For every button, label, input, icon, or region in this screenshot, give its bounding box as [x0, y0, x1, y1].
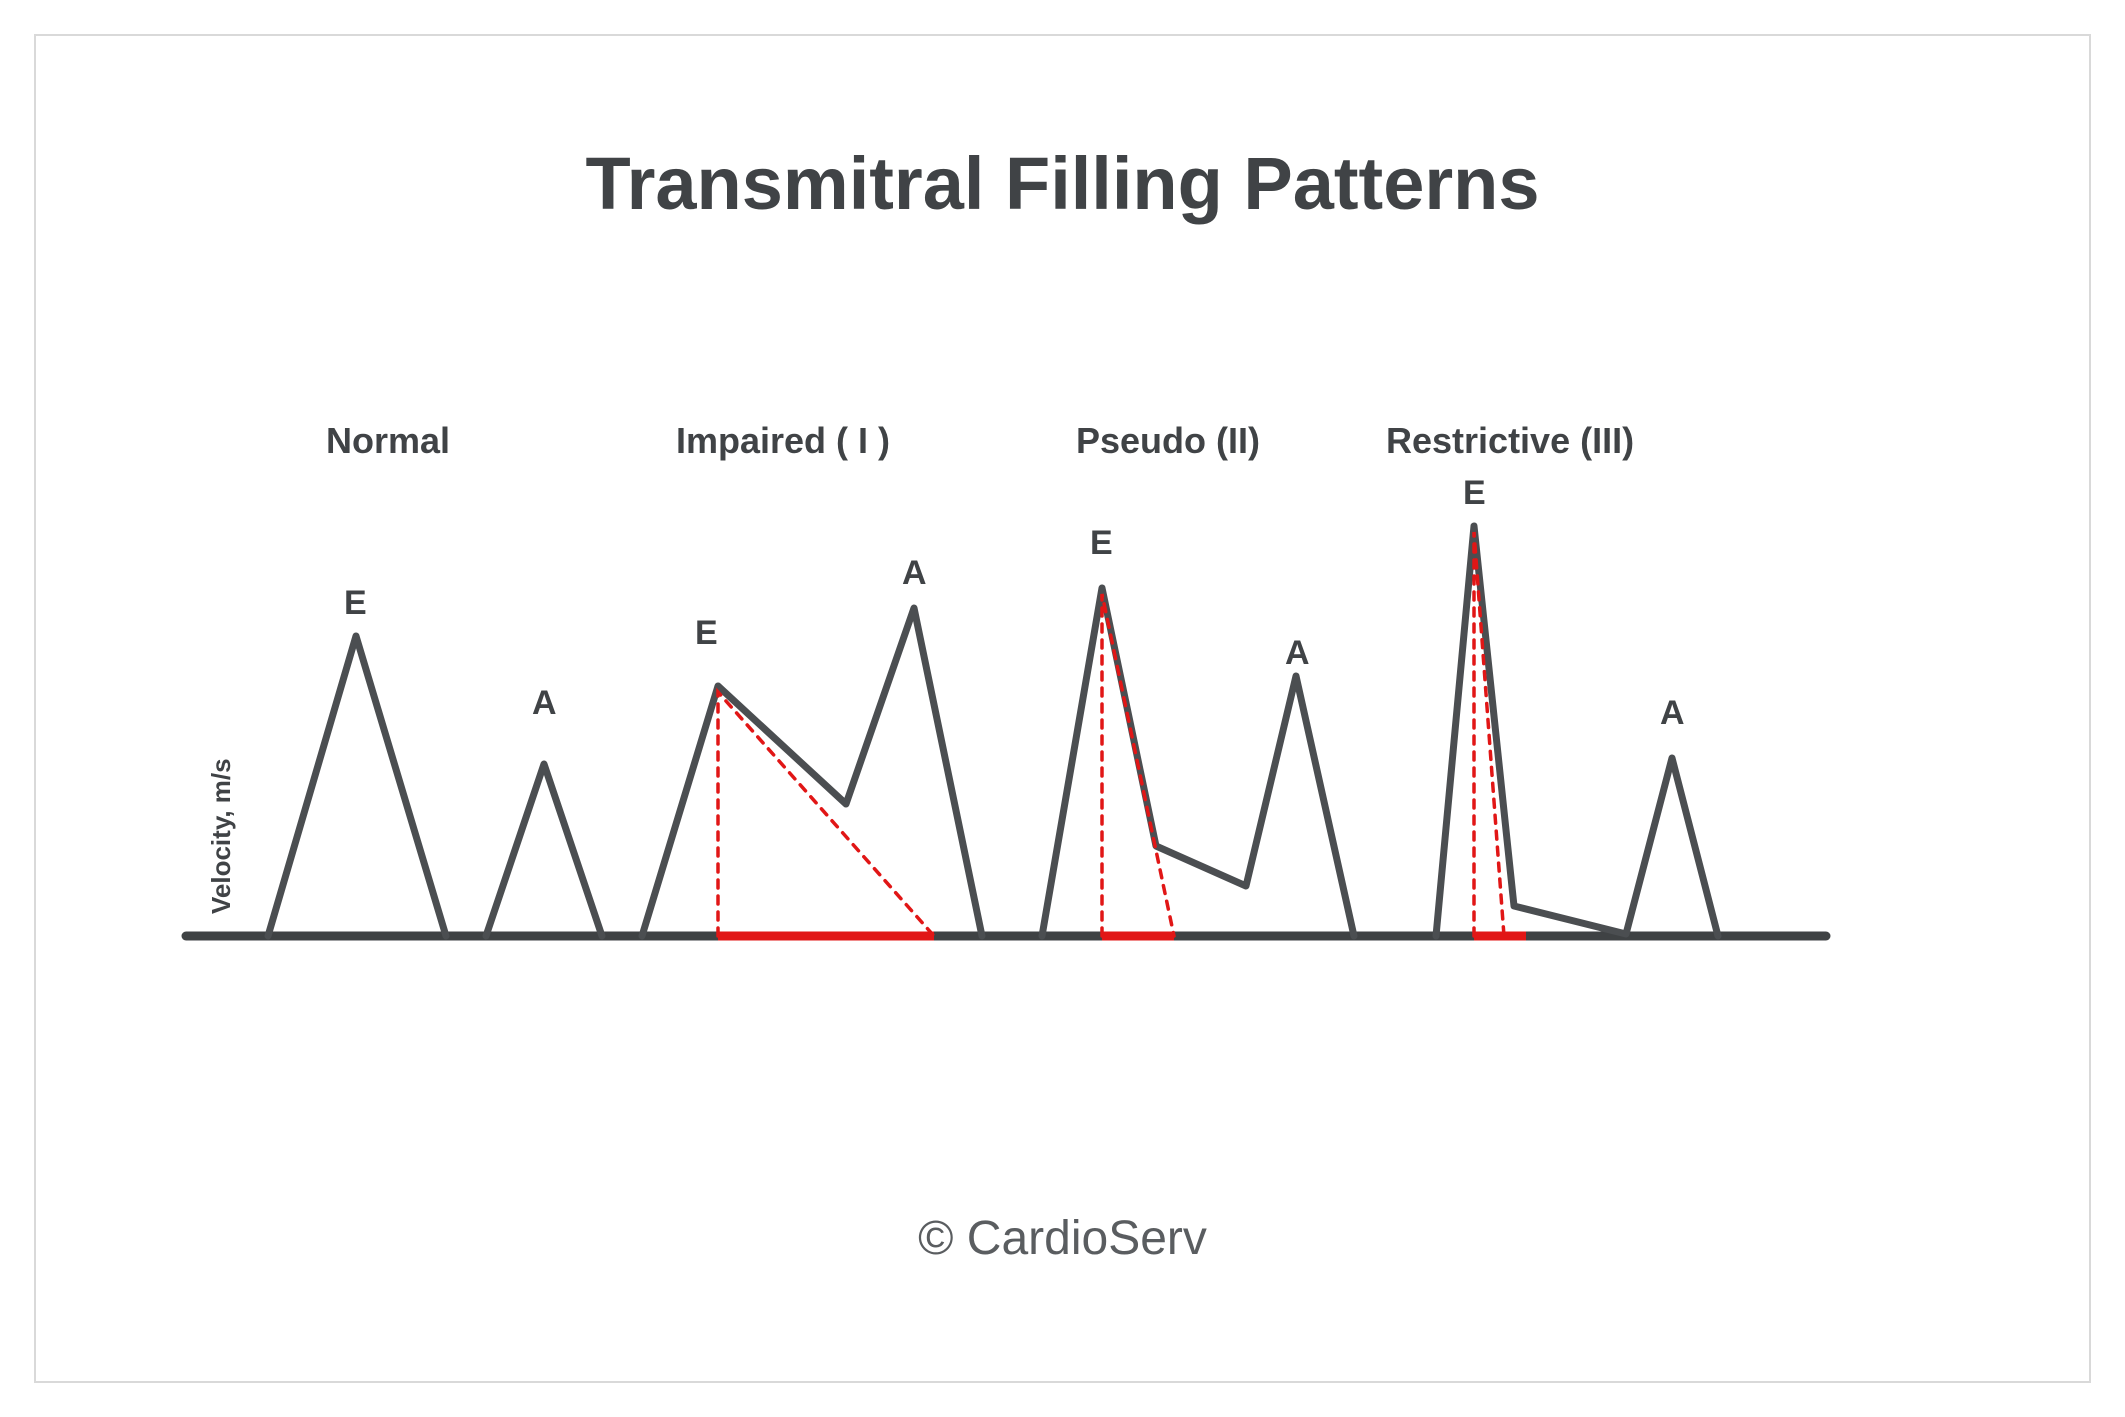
peak-label: A [1285, 634, 1310, 673]
waveform-impaired [642, 608, 982, 936]
waveform-normal-a [486, 764, 602, 936]
decel-restrictive-decel [1474, 532, 1504, 936]
peak-label: E [344, 584, 367, 623]
peak-label: E [695, 614, 718, 653]
decel-impaired-decel [718, 692, 934, 936]
category-label: Pseudo (II) [1076, 420, 1260, 462]
category-label: Restrictive (III) [1386, 420, 1634, 462]
peak-label: E [1463, 474, 1486, 513]
diagram-frame: Transmitral Filling Patterns © CardioSer… [34, 34, 2091, 1383]
category-label: Normal [326, 420, 450, 462]
peak-label: A [902, 554, 927, 593]
peak-label: E [1090, 524, 1113, 563]
peak-label: A [532, 684, 557, 723]
peak-label: A [1660, 694, 1685, 733]
category-label: Impaired ( I ) [676, 420, 890, 462]
waveform-chart [36, 36, 2093, 1385]
waveform-normal [268, 636, 446, 936]
